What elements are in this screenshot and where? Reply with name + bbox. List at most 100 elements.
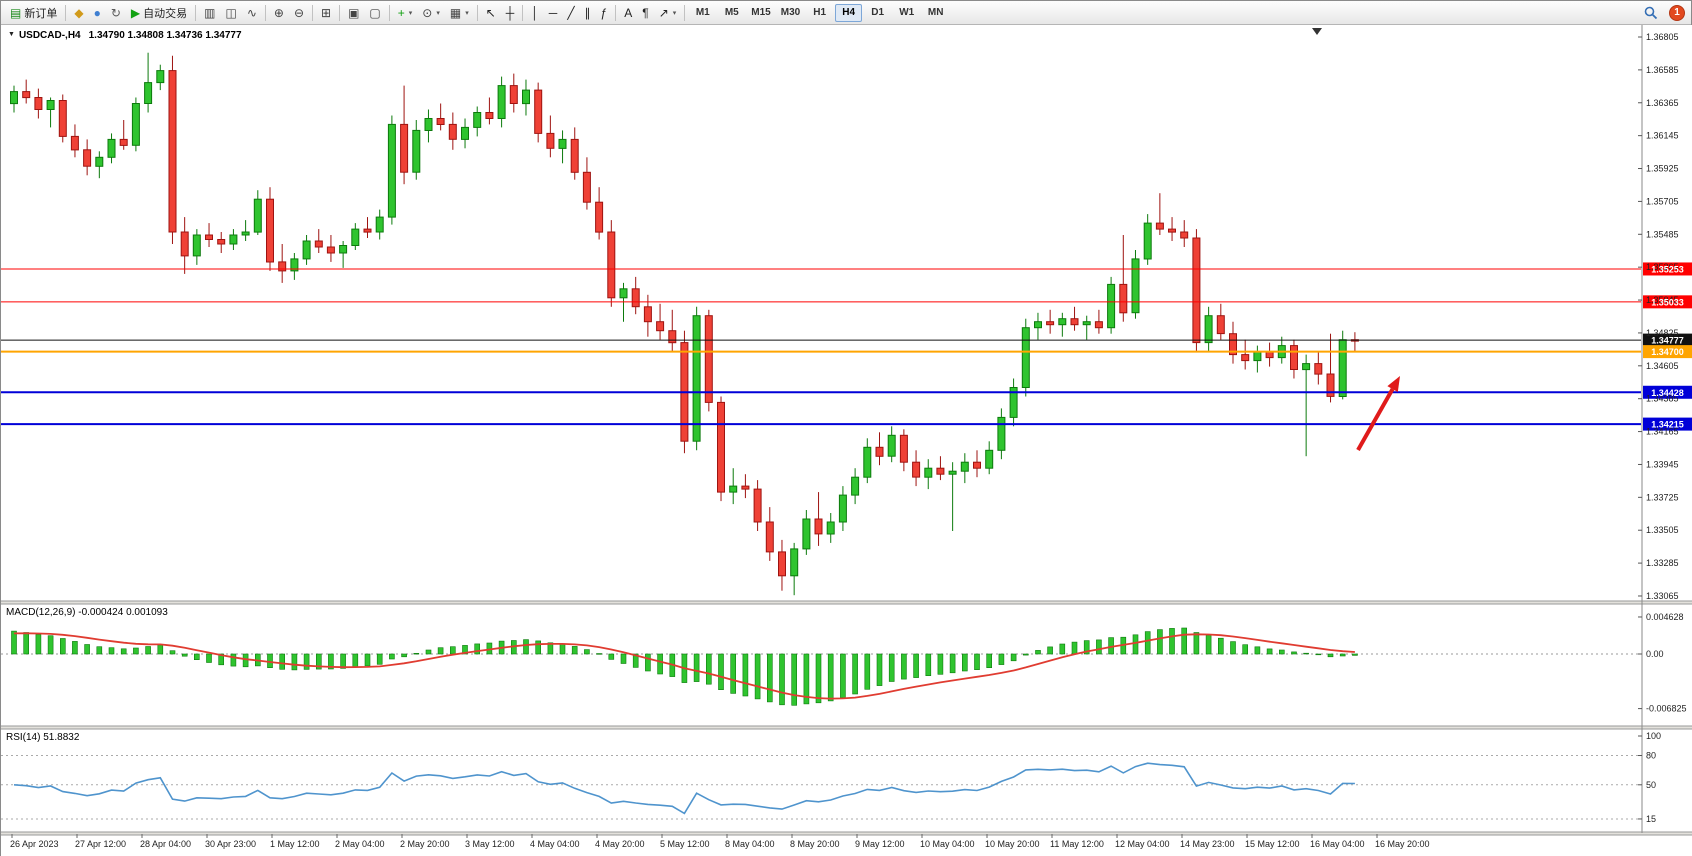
timeframe-button-h4[interactable]: H4: [835, 3, 863, 22]
chart-window: 1.36805 1.36585 1.36365 1.36145 1.35925 1.357…: [1, 25, 1692, 856]
indicators-button[interactable]: + ▾: [393, 3, 418, 23]
macd-indicator-label: MACD(12,26,9) -0.000424 0.001093: [6, 607, 168, 618]
fibonacci-button[interactable]: ƒ: [596, 3, 613, 23]
chart-shift-marker[interactable]: [1312, 28, 1322, 35]
svg-text:50: 50: [1646, 780, 1656, 790]
svg-text:2 May 04:00: 2 May 04:00: [335, 839, 385, 849]
market-watch-button[interactable]: ◆: [69, 3, 88, 23]
notification-badge[interactable]: 1: [1669, 4, 1685, 21]
chevron-down-icon: ▾: [436, 9, 440, 17]
timeframe-button-mn[interactable]: MN: [922, 4, 949, 22]
tile-windows-button[interactable]: ⊞: [316, 3, 336, 23]
svg-text:15: 15: [1646, 814, 1656, 824]
svg-text:14 May 23:00: 14 May 23:00: [1180, 839, 1235, 849]
timeframe-button-d1[interactable]: D1: [864, 4, 891, 22]
search-button[interactable]: [1639, 3, 1663, 23]
tile-windows-icon: ⊞: [321, 5, 332, 20]
timeframe-button-w1[interactable]: W1: [893, 4, 920, 22]
cursor-button[interactable]: ↖: [481, 3, 501, 23]
svg-text:1.35265: 1.35265: [1646, 262, 1679, 272]
price-axis[interactable]: [1638, 36, 1692, 597]
timeframe-button-m1[interactable]: M1: [689, 4, 716, 22]
data-window-icon: ▣: [348, 5, 360, 20]
arrows-button[interactable]: ↗ ▾: [654, 3, 682, 23]
label-icon: ¶: [642, 5, 649, 20]
chevron-down-icon: ▾: [672, 9, 677, 17]
svg-text:28 Apr 04:00: 28 Apr 04:00: [140, 839, 191, 849]
text-icon: A: [624, 5, 633, 20]
data-window-button[interactable]: ▣: [343, 3, 364, 23]
chart-quick-menu-icon[interactable]: ▼: [8, 31, 15, 38]
chart-order-icon: ▤: [10, 5, 22, 20]
text-button[interactable]: A: [619, 3, 637, 23]
zoom-in-button[interactable]: ⊕: [269, 3, 289, 23]
panel-divider[interactable]: [1, 726, 1692, 729]
line-chart-icon: ∿: [246, 5, 257, 20]
vertical-line-icon: │: [531, 5, 539, 20]
svg-text:15 May 12:00: 15 May 12:00: [1245, 839, 1300, 849]
macd-signal-line: [13, 632, 1355, 700]
zoom-out-button[interactable]: ⊖: [289, 3, 309, 23]
new-order-button[interactable]: ▤ 新订单: [5, 3, 62, 23]
timeframe-button-m15[interactable]: M15: [747, 4, 774, 22]
svg-text:1.34777: 1.34777: [1651, 336, 1684, 346]
timeframe-button-m5[interactable]: M5: [718, 4, 745, 22]
channel-button[interactable]: ∥: [580, 3, 596, 23]
resistance-line-1-price-tag: [1643, 262, 1692, 276]
bar-chart-button[interactable]: ▥: [199, 3, 220, 23]
svg-text:2 May 20:00: 2 May 20:00: [400, 839, 450, 849]
svg-text:1.34605: 1.34605: [1646, 361, 1679, 371]
support-line-2-price-tag: [1643, 417, 1692, 431]
trendline-button[interactable]: ╱: [562, 3, 579, 23]
panel-divider[interactable]: [1, 832, 1692, 835]
community-button[interactable]: ●: [89, 3, 106, 23]
periods-button[interactable]: ⊙ ▾: [417, 3, 445, 23]
support-line-1-price-tag: [1643, 385, 1692, 399]
templates-button[interactable]: ▦ ▾: [445, 3, 474, 23]
svg-text:1.34700: 1.34700: [1651, 347, 1684, 357]
resistance-line-2-price-tag: [1643, 295, 1692, 309]
svg-text:1.35925: 1.35925: [1646, 164, 1679, 174]
timeframe-button-m30[interactable]: M30: [777, 4, 804, 22]
svg-text:1.34385: 1.34385: [1646, 394, 1679, 404]
fibonacci-icon: ƒ: [600, 5, 608, 20]
svg-text:1.33285: 1.33285: [1646, 558, 1679, 568]
text-label-button[interactable]: ¶: [637, 3, 653, 23]
channel-icon: ∥: [584, 5, 591, 20]
navigator-button[interactable]: ▢: [364, 3, 385, 23]
add-indicator-icon: +: [397, 5, 405, 20]
svg-text:30 Apr 23:00: 30 Apr 23:00: [205, 839, 256, 849]
crosshair-button[interactable]: ┼: [501, 3, 520, 23]
toolbar-separator: [339, 4, 341, 21]
time-axis[interactable]: [11, 834, 1378, 838]
autotrading-button[interactable]: ▶ 自动交易: [126, 3, 192, 23]
trend-arrow-annotation[interactable]: [1356, 388, 1395, 451]
svg-text:1.35033: 1.35033: [1651, 297, 1684, 307]
main-toolbar: ▤ 新订单 ◆ ● ↻ ▶ 自动交易 ▥ ◫ ∿ ⊕ ⊖ ⊞ ▣ ▢ + ▾ ⊙ ▾ ▦ ▾ ↖ ┼ │ ─ ╱ ∥ ƒ A ¶ ↗ ▾ M1 M…: [1, 1, 1691, 25]
svg-text:16 May 04:00: 16 May 04:00: [1310, 839, 1365, 849]
toolbar-separator: [195, 4, 197, 21]
refresh-button[interactable]: ↻: [106, 3, 126, 23]
horizontal-line-button[interactable]: ─: [544, 3, 563, 23]
svg-text:1.36145: 1.36145: [1646, 131, 1679, 141]
horizontal-line-icon: ─: [548, 5, 558, 20]
candlestick-chart-button[interactable]: ◫: [220, 3, 241, 23]
price-chart-canvas[interactable]: 1.36805 1.36585 1.36365 1.36145 1.35925 1.357…: [1, 25, 1692, 856]
candlestick-series: [10, 52, 1359, 596]
search-icon: [1644, 6, 1658, 19]
timeframe-button-h1[interactable]: H1: [806, 4, 833, 22]
autotrading-button-label: 自动交易: [143, 7, 188, 20]
toolbar-separator: [264, 4, 266, 21]
svg-text:12 May 04:00: 12 May 04:00: [1115, 839, 1170, 849]
chevron-down-icon: ▾: [408, 9, 413, 17]
line-chart-button[interactable]: ∿: [242, 3, 262, 23]
vertical-line-button[interactable]: │: [526, 3, 544, 23]
svg-text:1.35485: 1.35485: [1646, 229, 1679, 239]
chart-title: ▼ USDCAD-,H4 1.34790 1.34808 1.34736 1.347…: [8, 30, 242, 41]
play-icon: ▶: [130, 5, 141, 20]
svg-text:10 May 20:00: 10 May 20:00: [985, 839, 1040, 849]
gold-stack-icon: ◆: [74, 5, 84, 20]
svg-text:1.35705: 1.35705: [1646, 196, 1679, 206]
new-order-button-label: 新订单: [24, 7, 58, 20]
panel-divider[interactable]: [1, 601, 1692, 604]
